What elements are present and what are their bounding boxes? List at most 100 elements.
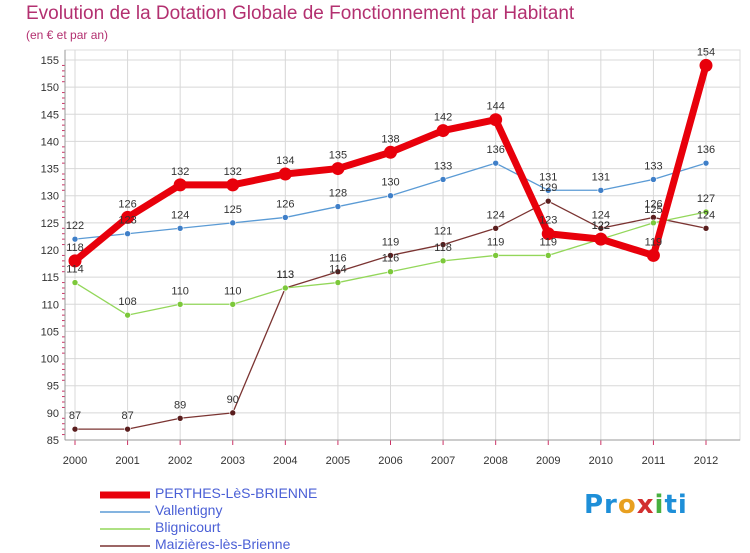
chart-subtitle: (en € et par an) <box>26 28 109 42</box>
data-label-maizieres-2008: 124 <box>486 209 504 221</box>
data-label-perthes-2004: 134 <box>276 155 294 167</box>
data-label-perthes-2007: 142 <box>434 112 452 124</box>
point-perthes-2003 <box>226 178 240 192</box>
data-label-blignicourt-2006: 116 <box>382 253 400 265</box>
y-tick-label-135: 135 <box>41 164 59 176</box>
point-vallentigny-2004 <box>282 214 289 221</box>
data-label-maizieres-2007: 121 <box>434 226 452 238</box>
data-label-vallentigny-2011: 133 <box>644 160 662 172</box>
y-tick-label-90: 90 <box>47 408 59 420</box>
point-vallentigny-2011 <box>650 176 657 183</box>
data-label-vallentigny-2001: 123 <box>118 215 136 227</box>
data-label-blignicourt-2009: 119 <box>539 236 557 248</box>
point-maizieres-2012 <box>702 224 710 232</box>
point-vallentigny-2003 <box>229 219 237 227</box>
point-maizieres-2002 <box>176 414 184 422</box>
data-label-blignicourt-2003: 110 <box>224 285 242 297</box>
data-label-vallentigny-2010: 131 <box>592 171 610 183</box>
point-blignicourt-2007 <box>439 257 447 265</box>
point-maizieres-2010 <box>597 224 605 232</box>
point-perthes-2011 <box>646 248 660 262</box>
point-perthes-2007 <box>436 124 450 138</box>
data-label-blignicourt-2000: 114 <box>66 264 84 276</box>
y-tick-label-140: 140 <box>41 136 59 148</box>
data-label-vallentigny-2004: 126 <box>276 198 294 210</box>
legend-label-vallentigny: Vallentigny <box>155 502 223 518</box>
point-vallentigny-2007 <box>439 176 447 183</box>
point-maizieres-2008 <box>492 224 499 232</box>
point-blignicourt-2009 <box>544 252 552 259</box>
data-label-vallentigny-2008: 136 <box>486 144 504 156</box>
point-blignicourt-2012 <box>702 208 710 216</box>
legend-label-maizieres: Maizières-lès-Brienne <box>155 536 291 552</box>
point-vallentigny-2008 <box>492 159 499 167</box>
point-vallentigny-2005 <box>334 203 342 210</box>
data-label-blignicourt-2010: 122 <box>592 220 610 232</box>
data-label-perthes-2006: 138 <box>381 133 399 145</box>
point-blignicourt-2011 <box>650 219 657 227</box>
point-perthes-2002 <box>173 178 187 192</box>
data-label-maizieres-2011: 126 <box>644 198 662 210</box>
data-label-maizieres-2001: 87 <box>121 410 133 422</box>
x-tick-label-2004: 2004 <box>273 455 297 467</box>
data-label-perthes-2009: 123 <box>539 215 557 227</box>
point-perthes-2006 <box>384 145 397 159</box>
data-label-perthes-2008: 144 <box>486 101 504 113</box>
plot-frame <box>64 49 741 441</box>
legend-swatch-perthes <box>100 491 150 499</box>
data-label-blignicourt-2012: 127 <box>697 193 715 205</box>
data-label-blignicourt-2011: 125 <box>644 204 662 216</box>
point-vallentigny-2000 <box>71 235 79 243</box>
point-blignicourt-2004 <box>282 284 289 292</box>
data-label-maizieres-2006: 119 <box>382 236 400 248</box>
data-label-maizieres-2002: 89 <box>174 399 186 411</box>
point-maizieres-2006 <box>387 252 394 259</box>
x-tick-label-2008: 2008 <box>483 455 507 467</box>
y-tick-label-110: 110 <box>41 299 59 311</box>
y-tick-label-120: 120 <box>41 245 59 257</box>
y-tick-label-145: 145 <box>41 109 59 121</box>
chart-title: Evolution de la Dotation Globale de Fonc… <box>26 3 575 24</box>
data-label-blignicourt-2005: 114 <box>329 264 347 276</box>
data-label-maizieres-2009: 129 <box>539 182 557 194</box>
point-vallentigny-2012 <box>702 159 710 167</box>
legend-swatch-blignicourt <box>100 528 150 530</box>
data-label-maizieres-2005: 116 <box>329 253 347 265</box>
x-tick-label-2000: 2000 <box>63 455 87 467</box>
point-vallentigny-2009 <box>544 186 552 194</box>
data-label-perthes-2002: 132 <box>171 166 189 178</box>
data-label-blignicourt-2001: 108 <box>118 296 136 308</box>
data-label-blignicourt-2004: 113 <box>277 269 295 281</box>
x-tick-label-2012: 2012 <box>694 455 718 467</box>
point-maizieres-2009 <box>544 197 552 205</box>
point-blignicourt-2003 <box>229 300 237 308</box>
point-maizieres-2005 <box>334 268 342 276</box>
data-label-vallentigny-2003: 125 <box>224 204 242 216</box>
point-perthes-2005 <box>331 162 345 176</box>
point-perthes-2010 <box>594 232 608 246</box>
y-tick-label-115: 115 <box>41 272 59 284</box>
point-blignicourt-2008 <box>492 252 499 259</box>
point-vallentigny-2006 <box>387 192 394 200</box>
x-tick-label-2005: 2005 <box>326 455 350 467</box>
x-tick-label-2006: 2006 <box>378 455 402 467</box>
proxiti-logo: Proxiti <box>584 490 688 520</box>
point-vallentigny-2002 <box>176 224 184 232</box>
legend-swatch-vallentigny <box>100 511 150 513</box>
data-label-vallentigny-2002: 124 <box>171 209 189 221</box>
y-tick-label-85: 85 <box>47 435 59 447</box>
x-tick-label-2011: 2011 <box>642 455 666 467</box>
data-label-maizieres-2004: 113 <box>277 269 295 281</box>
point-perthes-2001 <box>121 210 135 224</box>
data-label-perthes-2000: 118 <box>66 242 84 254</box>
data-label-perthes-2012: 154 <box>697 46 715 58</box>
data-label-maizieres-2010: 124 <box>592 209 610 221</box>
point-blignicourt-2005 <box>334 279 342 286</box>
point-blignicourt-2001 <box>124 311 131 319</box>
data-label-vallentigny-2006: 130 <box>381 177 399 189</box>
data-label-vallentigny-2009: 131 <box>539 171 557 183</box>
x-tick-label-2002: 2002 <box>168 455 192 467</box>
point-maizieres-2007 <box>439 241 447 248</box>
data-label-perthes-2011: 119 <box>645 236 663 248</box>
